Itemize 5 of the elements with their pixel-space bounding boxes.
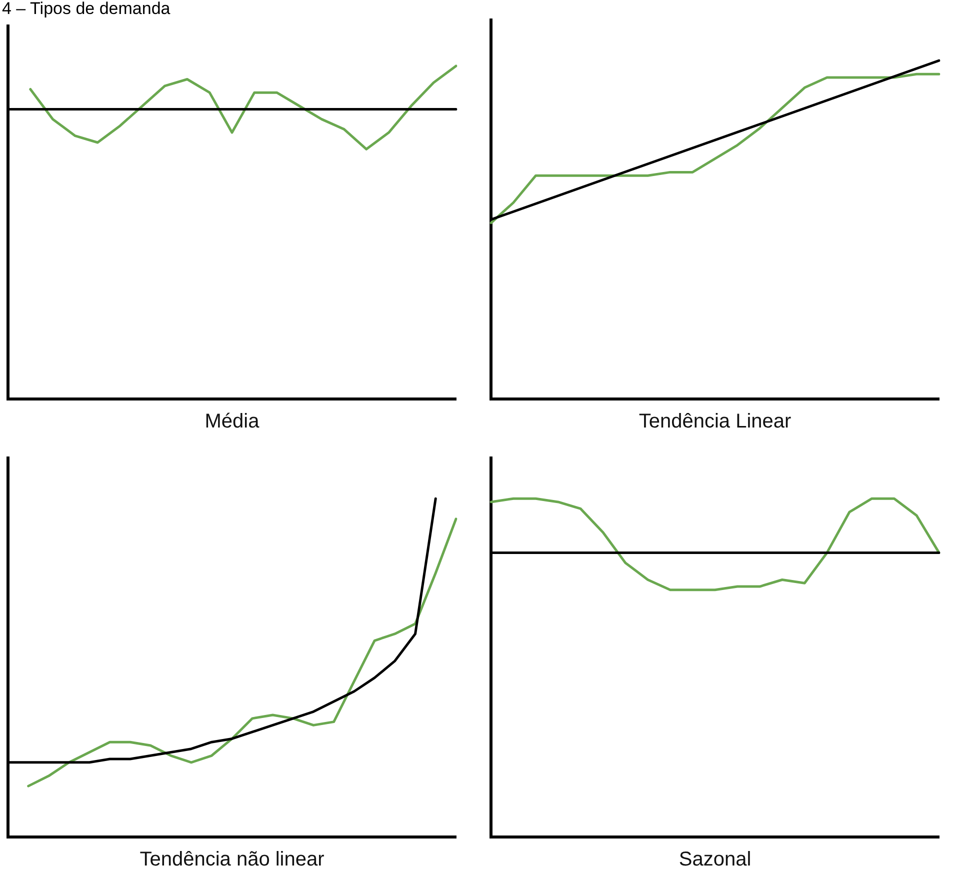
x-axis-title: Média xyxy=(204,410,260,433)
x-axis-title: Tendência não linear xyxy=(140,848,325,871)
x-axis-title: Tendência Linear xyxy=(638,410,792,433)
chart-title: 4 – Tipos de demanda xyxy=(2,0,170,18)
x-axis-title: Sazonal xyxy=(678,848,752,871)
